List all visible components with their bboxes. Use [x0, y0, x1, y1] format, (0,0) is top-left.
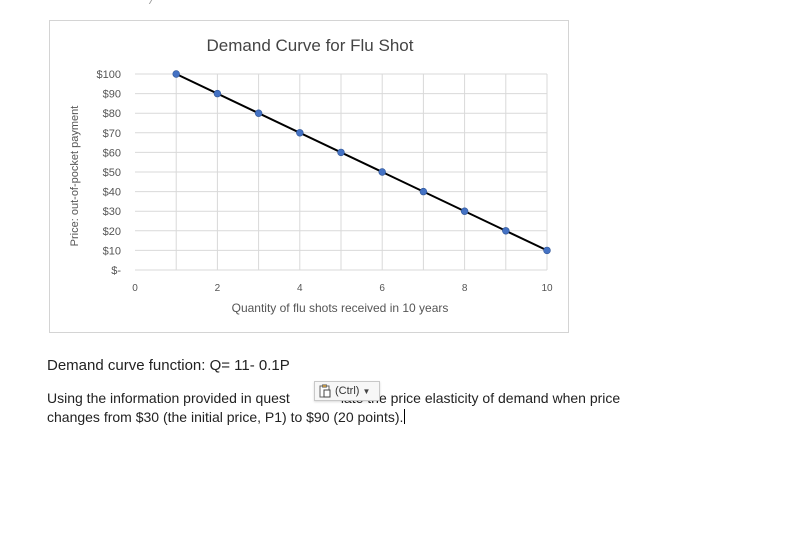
data-point — [378, 168, 386, 176]
x-axis-label: Quantity of flu shots received in 10 yea… — [232, 301, 449, 315]
x-tick-label: 10 — [541, 283, 553, 294]
data-point — [337, 148, 345, 157]
data-point — [460, 207, 469, 215]
text-cursor — [404, 409, 406, 424]
data-point — [254, 109, 263, 117]
demand-chart[interactable]: $- $10 $20 $30 $40 $50 $60 $70 $80 $90 $100 0 2 4 6 8 1… — [49, 20, 569, 333]
demand-function-text: Demand curve function: Q= 11- 0.1P — [47, 357, 290, 374]
y-axis-label: Price: out-of-pocket payment — [69, 106, 81, 247]
clipboard-icon — [319, 384, 331, 398]
data-point — [543, 246, 551, 255]
y-tick-label: $50 — [103, 167, 121, 179]
chevron-down-icon: ▼ — [362, 386, 371, 396]
data-point — [213, 89, 222, 98]
data-point — [419, 187, 428, 196]
chart-svg: $- $10 $20 $30 $40 $50 $60 $70 $80 $90 $100 0 2 4 6 8 1… — [69, 36, 553, 315]
x-tick-label: 0 — [132, 283, 138, 294]
chart-title: Demand Curve for Flu Shot — [207, 36, 414, 55]
y-tick-label: $90 — [103, 89, 121, 101]
y-tick-label: $100 — [97, 69, 121, 81]
x-tick-label: 2 — [215, 283, 221, 294]
decorative-slash — [148, 0, 163, 4]
series-line — [175, 73, 548, 252]
y-tick-labels: $- $10 $20 $30 $40 $50 $60 $70 $80 $90 $100 — [97, 69, 122, 277]
y-tick-label: $30 — [103, 206, 121, 218]
y-tick-label: $10 — [103, 245, 121, 257]
x-tick-label: 4 — [297, 283, 303, 294]
y-tick-label: $40 — [103, 187, 121, 199]
question-line-2-text: changes from $30 (the initial price, P1)… — [47, 409, 404, 425]
y-tick-label: $80 — [103, 108, 121, 120]
data-point — [172, 70, 180, 78]
x-tick-labels: 0 2 4 6 8 10 — [132, 283, 553, 294]
paste-options-button[interactable]: (Ctrl) ▼ — [314, 381, 380, 401]
data-point — [502, 227, 510, 235]
x-tick-label: 8 — [462, 283, 468, 294]
y-tick-label: $20 — [103, 226, 121, 238]
question-part-1: Using the information provided in quest — [47, 390, 290, 406]
question-part-2: late the price elasticity of demand when… — [340, 390, 621, 406]
question-line-2: changes from $30 (the initial price, P1)… — [47, 409, 406, 425]
y-tick-label: $60 — [103, 147, 121, 159]
data-point — [296, 129, 304, 137]
x-tick-label: 6 — [379, 283, 385, 294]
y-tick-label: $- — [111, 265, 121, 277]
data-markers — [172, 70, 551, 255]
y-tick-label: $70 — [103, 128, 121, 140]
paste-options-label: (Ctrl) — [335, 385, 360, 397]
grid-lines — [135, 73, 548, 271]
question-line-1: Using the information provided in quest l… — [47, 390, 620, 406]
